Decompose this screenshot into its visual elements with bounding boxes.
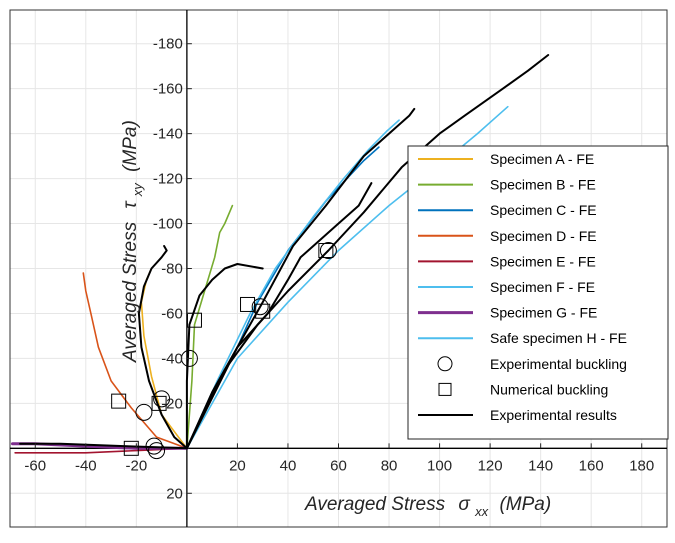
y-tick-label: -80: [161, 261, 183, 278]
y-tick-label: -60: [161, 305, 183, 322]
numerical-buckling-marker: [255, 303, 271, 319]
experimental-buckling-marker: [135, 403, 153, 421]
series-line: [186, 204, 234, 450]
x-tick-label: 160: [579, 457, 604, 474]
y-tick-label: -140: [153, 126, 183, 143]
legend-label: Specimen A - FE: [490, 151, 594, 167]
x-tick-label: 60: [330, 457, 347, 474]
legend-label: Specimen C - FE: [490, 202, 597, 218]
y-tick-label: -180: [153, 36, 183, 53]
series-line: [19, 442, 188, 450]
y-axis-label-sub: xy: [130, 182, 145, 198]
x-tick-label: 20: [229, 457, 246, 474]
legend-circle-swatch: [437, 356, 453, 372]
series-line: [14, 447, 188, 454]
legend-label: Safe specimen H - FE: [490, 330, 627, 346]
series-line: [185, 54, 550, 450]
legend: Specimen A - FE Specimen B - FE Specimen C…: [407, 145, 669, 440]
legend-label: Experimental results: [490, 407, 617, 423]
legend-label: Numerical buckling: [490, 381, 608, 397]
x-tick-label: -40: [75, 457, 97, 474]
series-line: [137, 245, 188, 450]
legend-label: Specimen E - FE: [490, 253, 596, 269]
legend-label: Experimental buckling: [490, 356, 627, 372]
x-axis-label-symbol: σ: [458, 494, 471, 515]
series-line: [82, 272, 188, 450]
series-line: [186, 105, 509, 450]
x-axis-label-sub: xx: [474, 504, 489, 519]
series-lines: [11, 54, 550, 454]
series-line: [185, 263, 264, 450]
buckling-markers: [111, 242, 337, 460]
x-tick-label: 100: [427, 457, 452, 474]
y-axis-label: Averaged Stress τ xy (MPa): [120, 120, 147, 363]
x-tick-label: -20: [126, 457, 148, 474]
y-tick-label: -20: [161, 395, 183, 412]
y-tick-label: -160: [153, 81, 183, 98]
legend-items: Specimen A - FE Specimen B - FE Specimen C…: [418, 151, 627, 423]
x-axis-label: Averaged Stress σ xx (MPa): [304, 494, 551, 521]
legend-label: Specimen G - FE: [490, 305, 597, 321]
legend-label: Specimen D - FE: [490, 228, 597, 244]
x-tick-label: 80: [381, 457, 398, 474]
numerical-buckling-marker: [186, 312, 202, 328]
legend-label: Specimen F - FE: [490, 279, 595, 295]
y-axis-label-unit: (MPa): [120, 120, 141, 172]
numerical-buckling-marker: [240, 296, 256, 312]
numerical-buckling-marker: [111, 393, 127, 409]
x-tick-label: -60: [24, 457, 46, 474]
series-line: [186, 119, 400, 450]
numerical-buckling-marker: [151, 395, 167, 411]
experimental-buckling-marker: [251, 298, 269, 316]
experimental-buckling-marker: [319, 242, 337, 260]
series-line: [185, 182, 373, 450]
x-tick-label: 180: [629, 457, 654, 474]
legend-label: Specimen B - FE: [490, 177, 596, 193]
tick-labels: -60 -40 -20 20 40 60 80 100 120 140 160 180 -180 -160…: [24, 36, 654, 503]
experimental-buckling-marker: [153, 390, 171, 408]
legend-square-swatch: [438, 382, 452, 396]
experimental-buckling-marker: [180, 349, 198, 367]
y-axis-label-main: Averaged Stress: [120, 221, 141, 363]
numerical-buckling-marker: [318, 243, 334, 259]
y-tick-label: -120: [153, 171, 183, 188]
y-tick-label: 20: [166, 485, 183, 502]
x-tick-label: 140: [528, 457, 553, 474]
x-axis-label-unit: (MPa): [499, 494, 551, 515]
experimental-buckling-marker: [148, 442, 166, 460]
experimental-buckling-marker: [145, 437, 163, 455]
y-axis-label-symbol: τ: [120, 200, 141, 209]
x-axis-label-main: Averaged Stress: [304, 494, 446, 515]
x-tick-label: 40: [280, 457, 297, 474]
y-tick-label: -40: [161, 350, 183, 367]
x-tick-label: 120: [478, 457, 503, 474]
numerical-buckling-marker: [123, 440, 139, 456]
y-tick-label: -100: [153, 216, 183, 233]
